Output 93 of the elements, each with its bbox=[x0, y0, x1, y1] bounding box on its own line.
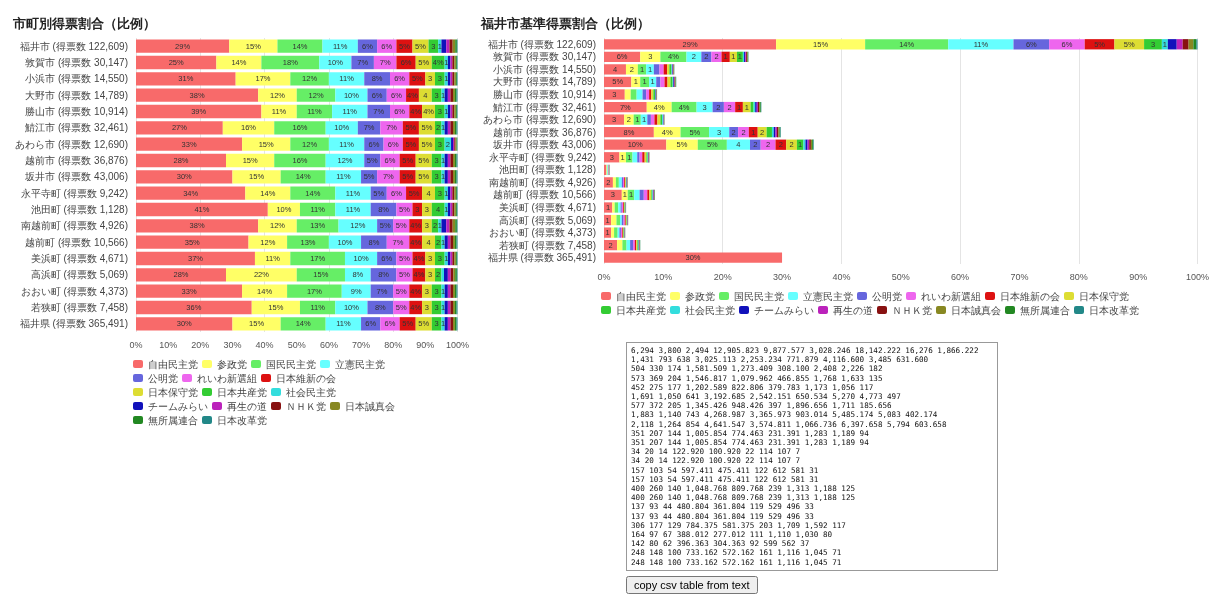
x-tick-label: 90% bbox=[416, 339, 435, 350]
legend-label: 日本保守党 bbox=[148, 386, 198, 398]
y-tick-label: 敦賀市 (得票数 30,147) bbox=[493, 51, 596, 63]
y-tick-label: 敦賀市 (得票数 30,147) bbox=[25, 57, 128, 68]
legend-label: 再生の道 bbox=[227, 400, 267, 412]
chart-title: 市町別得票割合（比例） bbox=[12, 16, 156, 31]
y-tick-label: 坂井市 (得票数 43,006) bbox=[24, 171, 128, 183]
legend-label: 国民民主党 bbox=[734, 290, 784, 302]
y-tick-label: 坂井市 (得票数 43,006) bbox=[492, 139, 596, 151]
x-tick-label: 0% bbox=[129, 339, 143, 350]
y-tick-label: 福井県 (得票数 365,491) bbox=[19, 318, 128, 330]
y-tick-label: 越前市 (得票数 36,876) bbox=[493, 126, 596, 138]
y-tick-label: 越前町 (得票数 10,566) bbox=[493, 189, 596, 201]
x-tick-label: 80% bbox=[1069, 271, 1088, 282]
y-tick-label: おおい町 (得票数 4,373) bbox=[20, 285, 128, 297]
x-tick-label: 50% bbox=[287, 339, 306, 350]
y-tick-label: 福井市 (得票数 122,609) bbox=[487, 38, 596, 50]
x-tick-label: 70% bbox=[352, 339, 371, 350]
y-tick-label: 小浜市 (得票数 14,550) bbox=[25, 73, 128, 85]
x-tick-label: 90% bbox=[1129, 271, 1148, 282]
legend-label: 参政党 bbox=[685, 290, 715, 302]
y-tick-label: 美浜町 (得票数 4,671) bbox=[498, 202, 596, 213]
legend-label: 自由民主党 bbox=[148, 358, 198, 370]
legend-label: れいわ新選組 bbox=[921, 290, 981, 302]
x-tick-label: 10% bbox=[654, 271, 673, 282]
x-tick-label: 10% bbox=[159, 339, 178, 350]
y-tick-label: 美浜町 (得票数 4,671) bbox=[30, 253, 128, 264]
y-tick-label: 勝山市 (得票数 10,914) bbox=[493, 89, 596, 100]
legend-label: 再生の道 bbox=[833, 304, 873, 316]
legend-label: 日本維新の会 bbox=[276, 372, 336, 384]
y-tick-label: 高浜町 (得票数 5,069) bbox=[498, 214, 596, 226]
y-tick-label: 大野市 (得票数 14,789) bbox=[25, 89, 128, 101]
y-tick-label: あわら市 (得票数 12,690) bbox=[15, 138, 128, 150]
legend-label: 立憲民主党 bbox=[335, 358, 385, 370]
legend-label: 日本維新の会 bbox=[1000, 290, 1060, 302]
y-tick-label: 永平寺町 (得票数 9,242) bbox=[20, 187, 128, 199]
y-tick-label: 福井県 (得票数 365,491) bbox=[487, 252, 596, 264]
y-tick-label: 鯖江市 (得票数 32,461) bbox=[25, 122, 128, 134]
y-tick-label: 勝山市 (得票数 10,914) bbox=[25, 106, 128, 117]
legend-label: 日本誠真会 bbox=[345, 400, 395, 412]
x-tick-label: 20% bbox=[191, 339, 210, 350]
y-tick-label: 高浜町 (得票数 5,069) bbox=[30, 269, 128, 281]
legend-label: 社会民主党 bbox=[685, 304, 735, 316]
legend-label: 社会民主党 bbox=[286, 386, 336, 398]
x-tick-label: 80% bbox=[384, 339, 403, 350]
y-tick-label: 福井市 (得票数 122,609) bbox=[19, 40, 128, 52]
legend-label: 立憲民主党 bbox=[803, 290, 853, 302]
x-tick-label: 40% bbox=[255, 339, 274, 350]
text: copy csv table from text bbox=[626, 575, 758, 594]
legend-label: 公明党 bbox=[872, 290, 902, 302]
x-tick-label: 70% bbox=[1010, 271, 1029, 282]
legend-label: 自由民主党 bbox=[616, 290, 666, 302]
x-tick-label: 40% bbox=[832, 271, 851, 282]
legend-label: 国民民主党 bbox=[266, 358, 316, 370]
y-tick-label: 池田町 (得票数 1,128) bbox=[30, 204, 128, 215]
y-tick-label: あわら市 (得票数 12,690) bbox=[483, 114, 596, 126]
legend-label: 参政党 bbox=[217, 358, 247, 370]
legend-label: ＮＨＫ党 bbox=[286, 400, 326, 412]
legend-label: 日本改革党 bbox=[1089, 304, 1139, 316]
y-tick-label: 小浜市 (得票数 14,550) bbox=[493, 63, 596, 75]
y-tick-label: 若狭町 (得票数 7,458) bbox=[498, 239, 596, 251]
x-tick-label: 50% bbox=[891, 271, 910, 282]
y-tick-label: 大野市 (得票数 14,789) bbox=[493, 76, 596, 88]
x-tick-label: 60% bbox=[951, 271, 970, 282]
x-tick-label: 100% bbox=[1185, 271, 1210, 282]
legend-label: 公明党 bbox=[148, 372, 178, 384]
x-tick-label: 0% bbox=[597, 271, 611, 282]
y-tick-label: 南越前町 (得票数 4,926) bbox=[488, 176, 596, 188]
y-tick-label: 南越前町 (得票数 4,926) bbox=[20, 220, 128, 232]
legend-label: 日本保守党 bbox=[1079, 290, 1129, 302]
legend-label: チームみらい bbox=[754, 304, 814, 316]
x-tick-label: 30% bbox=[223, 339, 242, 350]
legend-label: チームみらい bbox=[148, 400, 208, 412]
y-tick-label: 永平寺町 (得票数 9,242) bbox=[488, 151, 596, 163]
x-tick-label: 60% bbox=[319, 339, 338, 350]
x-tick-label: 30% bbox=[773, 271, 792, 282]
y-tick-label: 若狭町 (得票数 7,458) bbox=[30, 302, 128, 313]
legend-label: 日本改革党 bbox=[217, 414, 267, 426]
y-tick-label: 鯖江市 (得票数 32,461) bbox=[493, 101, 596, 113]
legend-label: ＮＨＫ党 bbox=[892, 304, 932, 316]
x-tick-label: 100% bbox=[445, 339, 470, 350]
x-tick-label: 20% bbox=[713, 271, 732, 282]
legend-label: 無所属連合 bbox=[1020, 304, 1070, 316]
legend-label: 無所属連合 bbox=[148, 414, 198, 426]
legend-label: 日本誠真会 bbox=[951, 304, 1001, 316]
legend-label: れいわ新選組 bbox=[197, 372, 257, 384]
chart-title: 福井市基準得票割合（比例） bbox=[480, 16, 650, 31]
y-tick-label: おおい町 (得票数 4,373) bbox=[488, 227, 596, 239]
legend-label: 日本共産党 bbox=[616, 304, 666, 316]
y-tick-label: 越前町 (得票数 10,566) bbox=[25, 236, 128, 248]
legend-label: 日本共産党 bbox=[217, 386, 267, 398]
y-tick-label: 越前市 (得票数 36,876) bbox=[25, 155, 128, 166]
y-tick-label: 池田町 (得票数 1,128) bbox=[498, 164, 596, 176]
